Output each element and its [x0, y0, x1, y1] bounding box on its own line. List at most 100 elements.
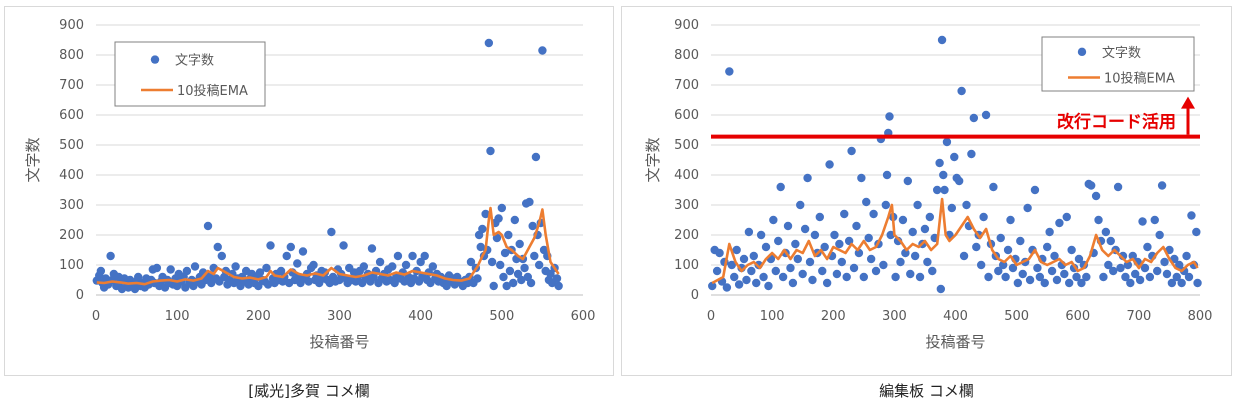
scatter-point: [984, 272, 993, 282]
scatter-point: [478, 224, 487, 234]
scatter-point: [818, 266, 827, 276]
scatter-point: [847, 146, 856, 156]
scatter-point: [1192, 227, 1201, 237]
scatter-point: [715, 248, 724, 258]
scatter-point: [525, 197, 534, 207]
scatter-point: [928, 266, 937, 276]
scatter-point: [1040, 278, 1049, 288]
scatter-point: [935, 158, 944, 168]
scatter-point: [494, 214, 503, 223]
legend-label-line: 10投稿EMA: [1104, 71, 1175, 87]
scatter-point: [822, 278, 832, 288]
x-tick-label: 700: [1126, 309, 1151, 324]
scatter-point: [1018, 269, 1027, 279]
scatter-point: [481, 209, 490, 219]
scatter-point: [734, 280, 744, 289]
scatter-point: [489, 281, 498, 291]
scatter-point: [500, 248, 510, 258]
chart-panel-left: 0 100 200 300 400 500 600 700 800 900 0 100 200 300 40…: [4, 6, 614, 376]
y-tick-label: 0: [691, 288, 699, 303]
x-axis-title: 投稿番号: [925, 333, 985, 351]
y-tick-label: 900: [59, 18, 84, 33]
scatter-point: [1162, 269, 1172, 279]
scatter-point: [727, 260, 736, 270]
scatter-point: [1135, 275, 1145, 285]
scatter-point: [722, 283, 732, 292]
scatter-point: [840, 209, 849, 219]
scatter-point: [428, 262, 438, 271]
scatter-point: [1153, 266, 1162, 276]
scatter-point: [879, 260, 888, 270]
chart-caption-right: 編集板 コメ欄: [879, 382, 974, 400]
x-tick-label: 0: [92, 309, 100, 324]
scatter-point: [849, 263, 859, 273]
scatter-point: [793, 254, 802, 264]
scatter-point: [783, 221, 793, 231]
y-tick-label: 0: [76, 288, 84, 303]
scatter-point: [538, 46, 547, 55]
scatter-point: [486, 146, 495, 156]
scatter-point: [749, 251, 758, 261]
y-tick-label: 200: [674, 228, 699, 243]
chart-panel-right: 0 100 200 300 400 500 600 700 800 900 0 100 200 300 40…: [621, 6, 1232, 376]
scatter-point: [725, 67, 734, 76]
scatter-point: [994, 266, 1003, 276]
scatter-point: [942, 137, 952, 147]
scatter-point: [1182, 251, 1191, 261]
scatter-point: [1074, 254, 1084, 264]
legend-marker-scatter: [150, 55, 160, 64]
scatter-point: [1109, 266, 1118, 276]
scatter-point: [759, 272, 768, 282]
scatter-point: [1175, 260, 1184, 270]
scatter-point: [262, 263, 271, 273]
scatter-point: [742, 275, 751, 285]
scatter-point: [554, 281, 563, 291]
scatter-point: [910, 251, 920, 261]
scatter-point: [502, 281, 511, 291]
threshold-label: 改行コード活用: [1057, 112, 1176, 133]
scatter-point: [359, 262, 369, 271]
scatter-point: [526, 278, 536, 288]
scatter-point: [1106, 236, 1115, 246]
scatter-point: [1131, 269, 1140, 279]
scatter-point: [908, 227, 917, 237]
scatter-point: [959, 251, 969, 261]
scatter-point: [808, 275, 817, 285]
scatter-point: [866, 254, 876, 264]
scatter-point: [266, 241, 275, 250]
y-tick-label: 600: [59, 108, 84, 123]
scatter-point: [830, 230, 839, 240]
scatter-point: [859, 272, 869, 282]
y-tick-label: 300: [59, 198, 84, 213]
scatter-point: [947, 203, 957, 213]
scatter-point: [309, 260, 318, 270]
scatter-point: [263, 280, 273, 289]
scatter-point: [1050, 251, 1059, 261]
scatter-point: [1155, 230, 1164, 240]
y-tick-label: 800: [59, 48, 84, 63]
scatter-point: [882, 170, 892, 180]
y-tick-label: 400: [59, 168, 84, 183]
scatter-point: [1045, 227, 1054, 237]
scatter-point: [286, 242, 295, 252]
scatter-point: [375, 257, 385, 267]
x-tick-label: 600: [1065, 309, 1090, 324]
scatter-point: [546, 269, 555, 279]
x-tick-label: 300: [882, 309, 907, 324]
scatter-point: [939, 170, 948, 180]
scatter-point: [497, 203, 507, 213]
scatter-point: [1128, 251, 1137, 261]
scatter-point: [906, 269, 915, 279]
scatter-point: [969, 113, 979, 123]
scatter-point: [1060, 269, 1069, 279]
y-axis-title: 文字数: [24, 137, 42, 182]
scatter-point: [401, 260, 411, 270]
scatter-point: [1082, 272, 1091, 282]
scatter-point: [1099, 272, 1108, 282]
x-axis-title: 投稿番号: [309, 333, 369, 351]
legend-box: [1041, 36, 1195, 92]
scatter-point: [1055, 218, 1064, 228]
chart-left-svg: 0 100 200 300 400 500 600 700 800 900 0 100 200 300 40…: [24, 18, 595, 351]
scatter-point: [515, 239, 524, 249]
scatter-point: [1072, 272, 1081, 282]
